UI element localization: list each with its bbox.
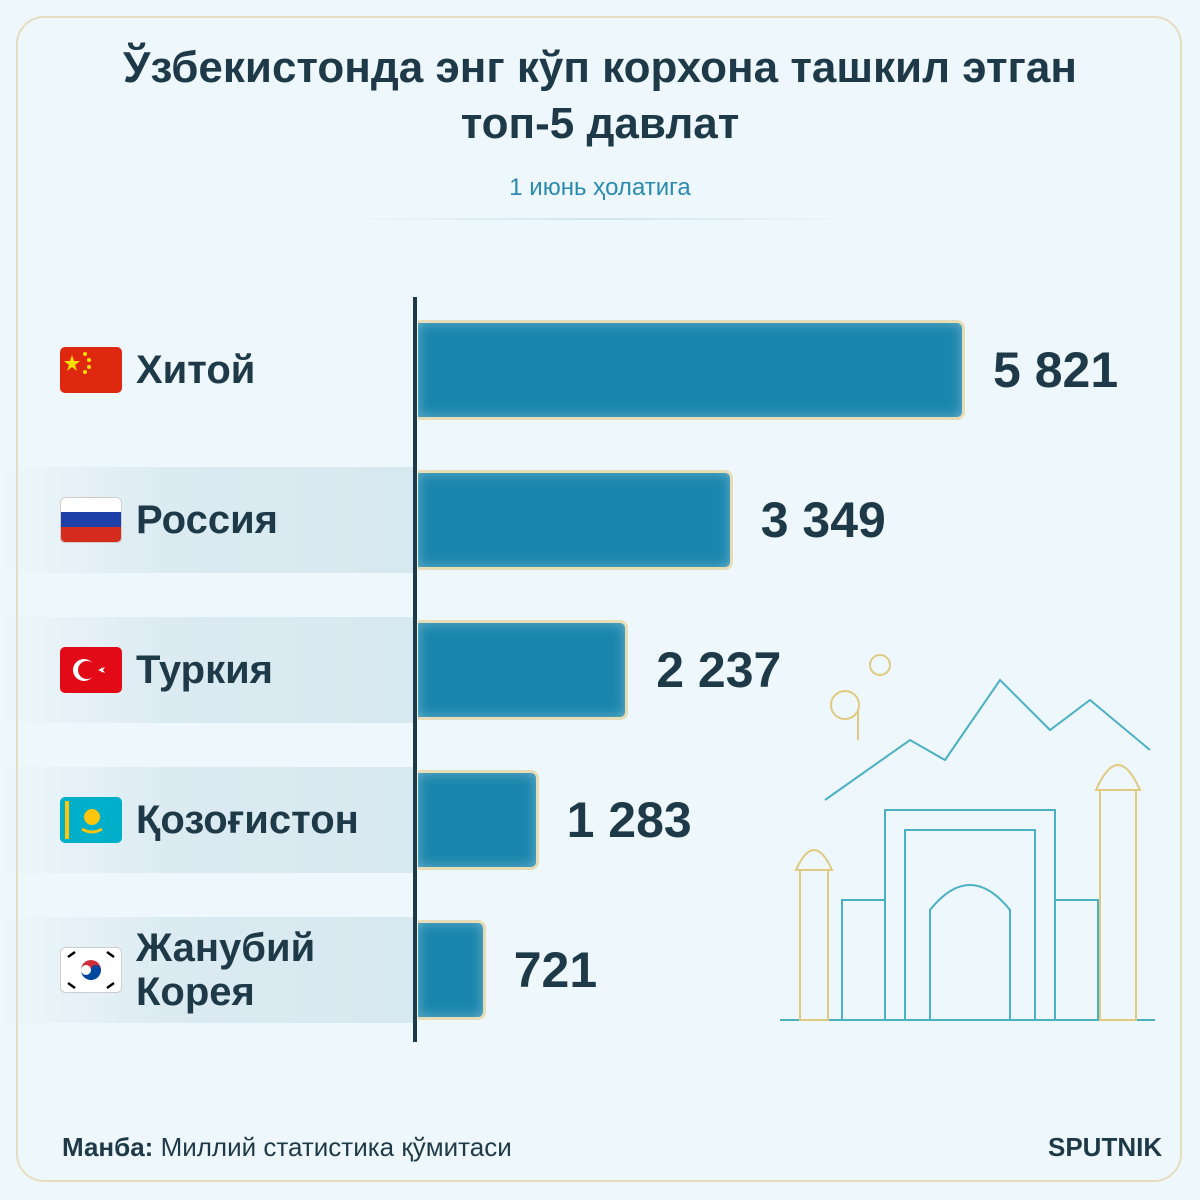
bar <box>418 320 965 420</box>
bar <box>418 770 539 870</box>
source-text: Миллий статистика қўмитаси <box>160 1132 512 1162</box>
source-label: Манба: <box>62 1132 154 1162</box>
axis-line <box>413 297 417 1042</box>
decorative-illustration <box>780 654 1155 1021</box>
value-label: 2 237 <box>656 642 782 698</box>
category-label: Жанубий Корея <box>136 926 316 1014</box>
category-label: Қозоғистон <box>136 798 359 842</box>
flag-kazakhstan <box>60 797 122 843</box>
frame <box>16 16 1182 1182</box>
flag-turkey <box>60 647 122 693</box>
flag-china <box>60 347 122 393</box>
value-label: 3 349 <box>760 492 886 548</box>
chart-title: Ўзбекистонда энг кўп корхона ташкил этга… <box>123 43 1077 148</box>
bar <box>418 920 486 1020</box>
value-label: 721 <box>513 942 598 998</box>
value-label: 1 283 <box>566 792 692 848</box>
category-label: Хитой <box>136 348 256 392</box>
separator <box>340 218 860 220</box>
flag-russia <box>60 497 122 543</box>
bar <box>418 470 733 570</box>
brand-logo: SPUTNIK <box>1048 1132 1163 1162</box>
category-label: Туркия <box>136 648 274 692</box>
value-label: 5 821 <box>993 342 1119 398</box>
source: Манба: Миллий статистика қўмитаси <box>62 1132 512 1163</box>
flag-korea <box>60 947 122 993</box>
chart-subtitle: 1 июнь ҳолатига <box>509 174 691 201</box>
category-label: Россия <box>136 498 279 542</box>
bar <box>418 620 629 720</box>
